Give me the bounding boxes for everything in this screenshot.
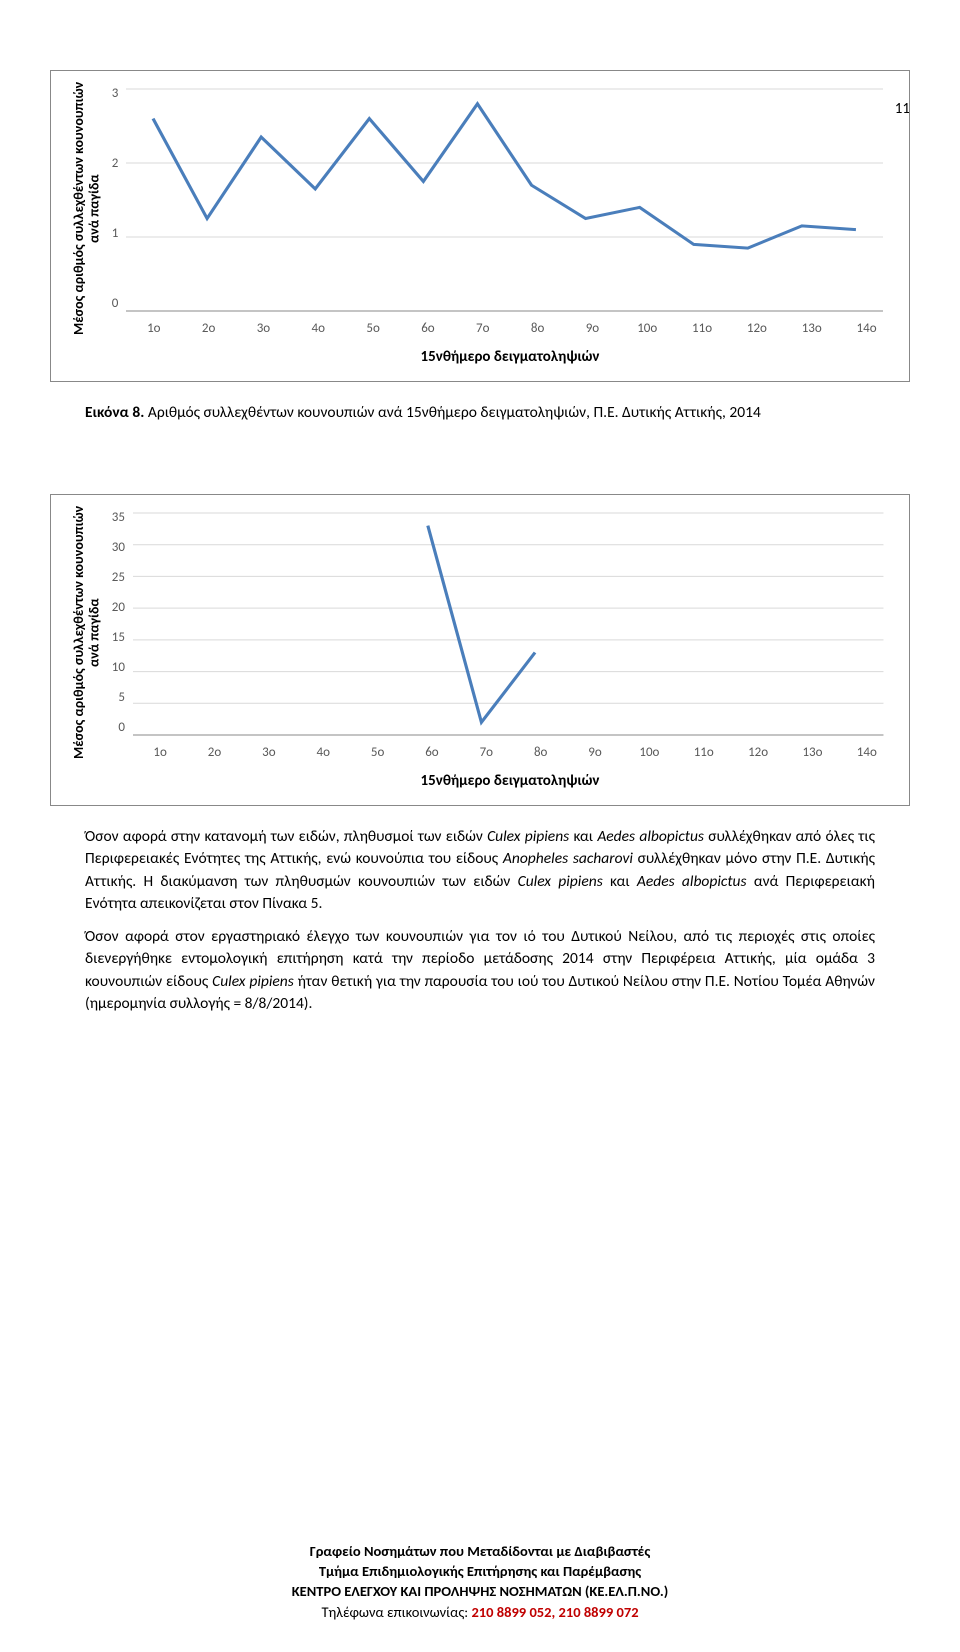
footer-line1: Γραφείο Νοσημάτων που Μεταδίδονται με Δι… xyxy=(0,1541,960,1561)
chart-1: Μέσος αριθμός συλλεχθέντων κουνουπιώνανά… xyxy=(50,70,910,382)
figure8-caption-text: Αριθμός συλλεχθέντων κουνουπιών ανά 15νθ… xyxy=(144,403,760,422)
chart2-x-label: 15νθήμερο δειγματοληψιών xyxy=(126,760,894,790)
chart2-plot xyxy=(133,505,894,760)
chart1-plot xyxy=(126,81,894,336)
footer-line2: Τμήμα Επιδημιολογικής Επιτήρησης και Παρ… xyxy=(0,1561,960,1581)
p1-i2: Aedes albopictus xyxy=(597,827,704,846)
chart1-y-label: Μέσος αριθμός συλλεχθέντων κουνουπιώνανά… xyxy=(66,81,107,336)
footer-phone-numbers: 210 8899 052, 210 8899 072 xyxy=(471,1603,638,1621)
p1-t2: και xyxy=(569,827,597,846)
page-footer: Γραφείο Νοσημάτων που Μεταδίδονται με Δι… xyxy=(0,1541,960,1622)
chart2-y-label: Μέσος αριθμός συλλεχθέντων κουνουπιώνανά… xyxy=(66,505,107,760)
p1-i3: Anopheles sacharovi xyxy=(503,849,633,868)
chart1-x-ticks: 1ο2ο3ο4ο5ο6ο7ο8ο9ο10ο11ο12ο13ο14ο xyxy=(126,315,894,336)
p1-t1: Όσον αφορά στην κατανομή των ειδών, πληθ… xyxy=(85,827,487,846)
figure8-caption: Εικόνα 8. Αριθμός συλλεχθέντων κουνουπιώ… xyxy=(85,402,875,424)
paragraph-2: Όσον αφορά στον εργαστηριακό έλεγχο των … xyxy=(85,926,875,1016)
paragraph-1: Όσον αφορά στην κατανομή των ειδών, πληθ… xyxy=(85,826,875,916)
chart-2: Μέσος αριθμός συλλεχθέντων κουνουπιώνανά… xyxy=(50,494,910,806)
p1-t5: και xyxy=(603,872,637,891)
chart2-x-ticks: 1ο2ο3ο4ο5ο6ο7ο8ο9ο10ο11ο12ο13ο14ο xyxy=(133,739,894,760)
p1-i4: Culex pipiens xyxy=(518,872,603,891)
chart1-x-label: 15νθήμερο δειγματοληψιών xyxy=(126,336,894,366)
footer-line3: ΚΕΝΤΡΟ ΕΛΕΓΧΟΥ ΚΑΙ ΠΡΟΛΗΨΗΣ ΝΟΣΗΜΑΤΩΝ (Κ… xyxy=(0,1581,960,1601)
figure8-caption-bold: Εικόνα 8. xyxy=(85,403,144,422)
footer-line4: Τηλέφωνα επικοινωνίας: 210 8899 052, 210… xyxy=(0,1602,960,1622)
p1-i1: Culex pipiens xyxy=(487,827,569,846)
p2-i1: Culex pipiens xyxy=(212,972,294,991)
chart1-y-ticks: 3210 xyxy=(107,81,127,336)
p1-i5: Aedes albopictus xyxy=(637,872,747,891)
footer-phone-label: Τηλέφωνα επικοινωνίας: xyxy=(321,1603,471,1621)
chart2-y-ticks: 35302520151050 xyxy=(107,505,133,760)
